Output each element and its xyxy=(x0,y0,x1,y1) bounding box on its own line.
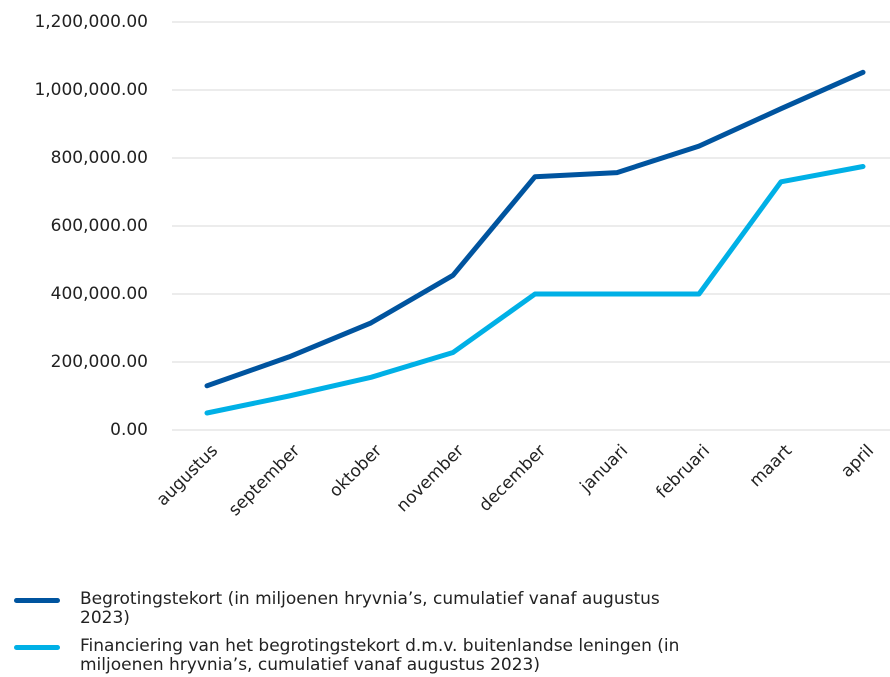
y-tick-label: 0.00 xyxy=(110,420,148,440)
y-tick-label: 1,000,000.00 xyxy=(34,80,148,100)
y-tick-label: 1,200,000.00 xyxy=(34,12,148,32)
legend-item: Financiering van het begrotingstekort d.… xyxy=(0,637,680,675)
legend-item: Begrotingstekort (in miljoenen hryvnia’s… xyxy=(0,590,680,628)
x-tick-label: november xyxy=(393,441,468,516)
x-tick-label: december xyxy=(475,441,550,516)
legend-swatch xyxy=(14,645,60,650)
x-tick-label: februari xyxy=(652,441,714,503)
x-tick-label: januari xyxy=(576,441,632,497)
plot: 0.00 200,000.00 400,000.00 600,000.00 800,00… xyxy=(34,12,890,520)
x-tick-label: augustus xyxy=(153,441,222,510)
legend-label: Begrotingstekort (in miljoenen hryvnia’s… xyxy=(80,589,660,628)
legend-label: Financiering van het begrotingstekort d.… xyxy=(80,636,680,675)
y-tick-label: 600,000.00 xyxy=(51,216,148,236)
y-tick-label: 200,000.00 xyxy=(51,352,148,372)
x-tick-label: maart xyxy=(746,441,796,491)
x-tick-label: september xyxy=(225,441,304,520)
x-tick-label: april xyxy=(837,441,878,482)
y-tick-label: 400,000.00 xyxy=(51,284,148,304)
x-tick-label: oktober xyxy=(326,441,387,502)
series-line xyxy=(204,164,866,416)
y-tick-label: 800,000.00 xyxy=(51,148,148,168)
legend-swatch xyxy=(14,598,60,603)
series-line xyxy=(204,69,866,389)
